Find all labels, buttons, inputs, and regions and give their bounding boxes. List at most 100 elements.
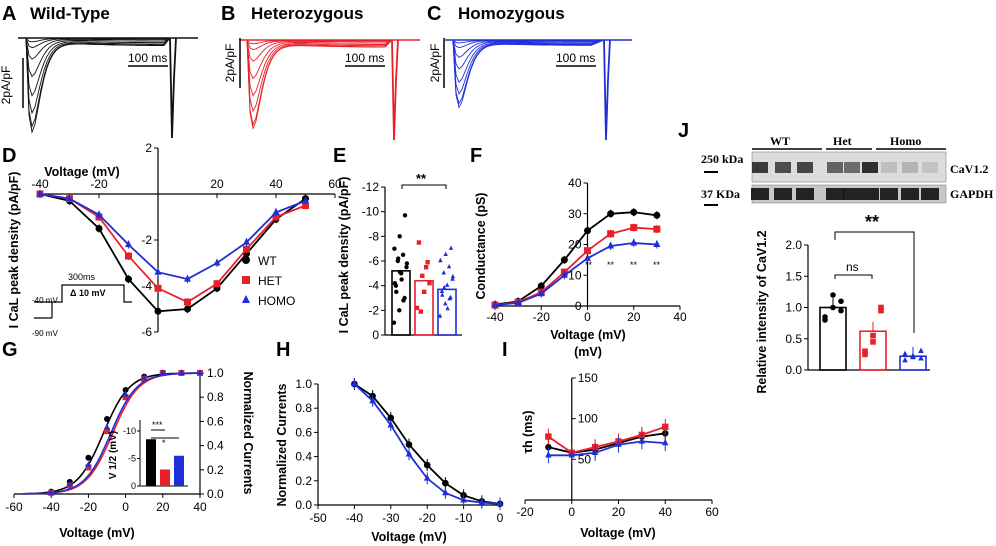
chart-v-half-inset: -10-50V 1/2 (mV)****	[108, 420, 188, 491]
series-line	[548, 440, 666, 457]
chart-iv-curve: -40 -20 20 40 60 2 -2 -4 -6 Voltage (mV) I CaL pea…	[7, 141, 342, 339]
data-point	[423, 461, 431, 469]
scatter-point	[414, 305, 420, 311]
scatter-point	[394, 289, 399, 295]
panel-label-a: A	[2, 3, 16, 25]
panel-label-j: J	[678, 120, 689, 142]
mw-250: 250 kDa	[701, 152, 743, 166]
y-tick-label: -6	[368, 254, 379, 268]
x-tick-label: -40	[486, 310, 504, 324]
current-trace	[452, 39, 605, 58]
y-axis-label: Conductance (pS)	[474, 193, 488, 300]
y-tick-label: 0.8	[295, 401, 312, 415]
scatter-point	[404, 264, 409, 270]
inset-bar	[160, 469, 170, 486]
y-tick-label: 0	[575, 299, 582, 313]
y-tick-label: 100	[578, 412, 598, 426]
data-point	[184, 305, 191, 313]
inset-y-label: V 1/2 (mV)	[108, 431, 119, 479]
data-point	[36, 189, 44, 197]
legend-marker	[242, 256, 250, 264]
scatter-point	[418, 309, 423, 314]
x-axis-label: Voltage (mV)	[44, 165, 119, 179]
data-point	[154, 284, 162, 292]
scatter-point	[396, 256, 401, 261]
scale-y-label-b: 2pA/pF	[223, 44, 237, 83]
data-point	[104, 415, 110, 422]
y-tick-label: -4	[141, 279, 152, 293]
scatter-point	[422, 289, 427, 295]
data-point	[197, 369, 203, 375]
data-point	[584, 253, 591, 261]
x-tick-label: 20	[156, 500, 170, 514]
scatter-point	[822, 317, 828, 323]
blot-band-cav	[881, 162, 897, 173]
y-axis-label: Relative intensity of CaV1.2	[755, 230, 769, 393]
y-tick-label: 1.5	[785, 269, 802, 283]
legend-label: HET	[258, 274, 283, 288]
x-tick-label: 40	[269, 177, 283, 191]
x-axis-label: Voltage (mV)	[59, 526, 134, 540]
scale-x-label-c: 100 ms	[556, 51, 595, 65]
scatter-point	[401, 298, 406, 303]
y-axis-label: I CaL peak density (pA/pF)	[337, 177, 351, 334]
series-line	[494, 211, 658, 306]
current-trace	[25, 37, 171, 97]
scatter-point	[878, 304, 884, 311]
data-point	[104, 428, 110, 435]
inset-tick-label: -5	[128, 454, 136, 464]
x-axis-label: Voltage (mV)	[580, 526, 655, 540]
data-point	[184, 274, 191, 282]
scatter-point	[902, 350, 908, 357]
data-point	[630, 224, 638, 232]
scatter-point	[440, 292, 445, 297]
panel-label-b: B	[221, 3, 235, 25]
tail-spike-trace	[391, 39, 399, 141]
series-line	[494, 242, 657, 306]
blot-band-gapdh	[880, 188, 898, 200]
blot-band-gapdh	[774, 188, 792, 200]
x-tick-label: -20	[80, 500, 98, 514]
y-tick-label: 0.0	[785, 363, 802, 377]
scatter-point	[870, 332, 876, 339]
data-point	[387, 420, 395, 428]
trace-panel-homozygous	[445, 39, 632, 141]
scale-bar-a: 2pA/pF 100 ms	[0, 51, 168, 108]
scatter-point	[442, 284, 447, 290]
scale-x-label-b: 100 ms	[345, 51, 384, 65]
y-tick-label: 0.2	[207, 463, 224, 477]
data-point	[584, 227, 591, 235]
tail-spike-trace	[603, 39, 611, 141]
y-tick-label: 2	[145, 141, 152, 155]
x-tick-label: -30	[382, 511, 400, 525]
data-point	[638, 437, 646, 444]
data-point	[387, 414, 395, 422]
scatter-point	[446, 263, 452, 269]
y-tick-label: 0.4	[295, 450, 312, 464]
scatter-point	[910, 352, 916, 359]
data-point	[591, 448, 599, 456]
scatter-point	[397, 269, 403, 275]
sig-mark-f-3: **	[630, 260, 638, 270]
y-tick-label: 0.4	[207, 439, 224, 453]
data-point	[442, 479, 449, 487]
x-axis-unit: (mV)	[574, 345, 602, 359]
data-point	[442, 488, 449, 496]
panel-title-a: Wild-Type	[30, 4, 110, 23]
inset-sig-2: *	[162, 438, 166, 448]
current-trace	[25, 37, 171, 60]
protocol-hold1: -40 mV	[32, 296, 58, 305]
blot-band-gapdh	[843, 188, 861, 200]
y-axis-label: Normalized Currents	[275, 383, 289, 506]
inset-sig-1: ***	[152, 420, 163, 430]
series-wt	[491, 208, 661, 309]
protocol-step: Δ 10 mV	[70, 288, 106, 298]
series-line	[39, 193, 306, 281]
current-trace	[452, 39, 605, 70]
current-trace	[246, 39, 393, 130]
blot-band-cav	[922, 162, 938, 173]
current-trace	[246, 39, 393, 80]
chart-activation: -60 -40 -20 0 20 400.0 0.2 0.4 0.6 0.8 1.0 Voltage …	[5, 366, 255, 540]
data-point	[460, 495, 467, 503]
